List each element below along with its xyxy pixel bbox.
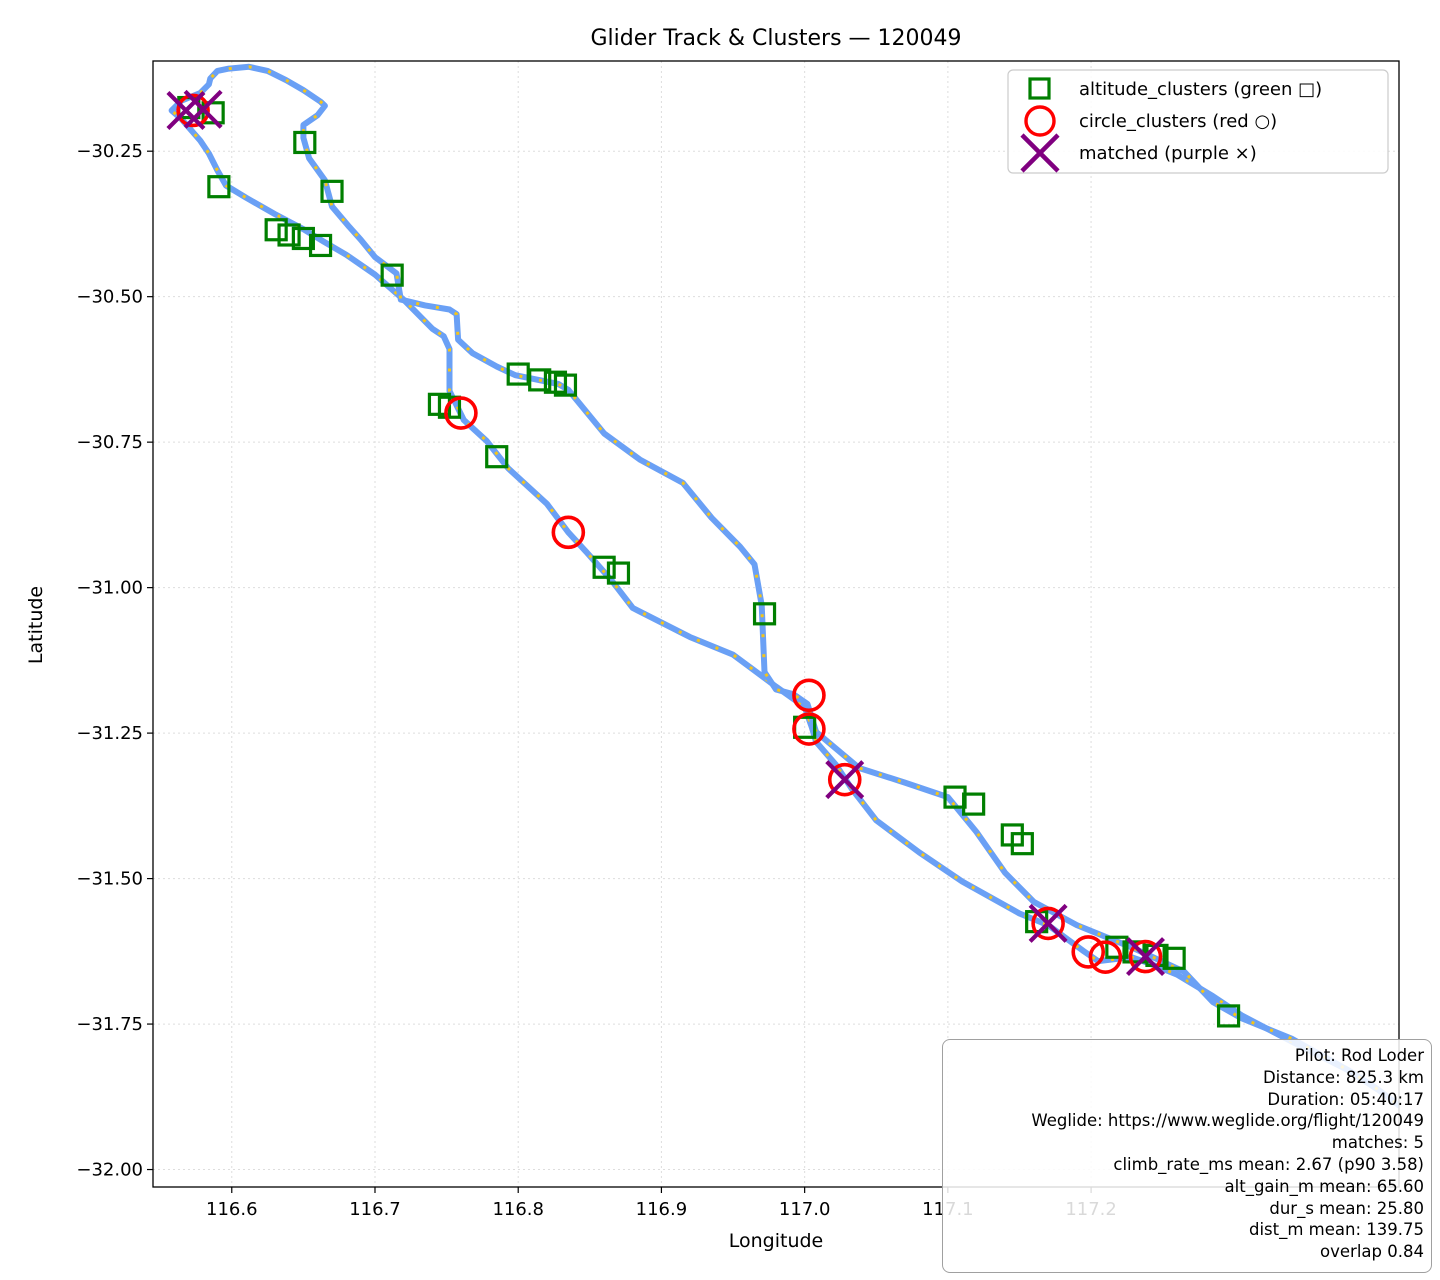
altitude-cluster-marker: [962, 792, 986, 816]
circle-cluster-marker: [176, 93, 210, 128]
altitude-cluster-marker: [592, 555, 616, 579]
duration-mean-text: dur_s mean: 25.80: [1269, 1198, 1424, 1218]
altitude-cluster-marker: [207, 175, 231, 199]
pilot-text: Pilot: Rod Loder: [1294, 1046, 1424, 1065]
altitude-cluster-marker: [752, 602, 777, 626]
altitude-cluster-marker: [606, 561, 631, 585]
altitude-cluster-marker: [308, 233, 333, 258]
alt-gain-text: alt_gain_m mean: 65.60: [1224, 1176, 1424, 1196]
climb-rate-text: climb_rate_ms mean: 2.67 (p90 3.58): [1113, 1154, 1424, 1174]
distance-mean-text: dist_m mean: 139.75: [1248, 1220, 1424, 1240]
matched-marker: [1028, 903, 1068, 943]
overlap-text: overlap 0.84: [1320, 1242, 1424, 1262]
circle-cluster-marker: [1128, 939, 1163, 974]
y-axis-label: Latitude: [25, 586, 47, 664]
y-tick-label: −31.50: [76, 869, 143, 890]
circle-cluster-marker: [792, 712, 826, 746]
distance-text: Distance: 825.3 km: [1262, 1067, 1424, 1087]
circle-cluster-marker: [1031, 906, 1065, 941]
chart-title: Glider Track & Clusters — 120049: [590, 26, 961, 51]
y-axis: −30.25 −30.50 −30.75 −31.00 −31.25 −31.50 −31.…: [76, 141, 153, 1181]
x-tick-label: 116.8: [492, 1199, 544, 1220]
x-tick-label: 116.7: [349, 1199, 401, 1220]
weglide-text: Weglide: https://www.weglide.org/flight/…: [1031, 1111, 1424, 1131]
y-tick-label: −30.75: [76, 432, 143, 453]
legend-x-marker: [1020, 133, 1060, 173]
y-tick-label: −32.00: [76, 1160, 143, 1181]
altitude-cluster-marker: [1122, 940, 1146, 964]
matched-marker: [166, 90, 206, 130]
y-tick-label: −30.50: [76, 287, 143, 308]
matched-marker: [183, 89, 223, 129]
altitude-cluster-marker: [485, 445, 509, 469]
altitude-cluster-marker: [528, 368, 552, 392]
matched-layer: [166, 89, 1165, 977]
x-axis-label: Longitude: [729, 1230, 824, 1252]
legend-entry-circle-clusters: circle_clusters (red ○): [1024, 105, 1277, 137]
x-tick-label: 116.9: [636, 1199, 688, 1220]
matches-text: matches: 5: [1331, 1133, 1424, 1153]
y-tick-label: −30.25: [76, 141, 143, 162]
legend-label: altitude_clusters (green □): [1079, 79, 1322, 100]
altitude-cluster-marker: [277, 223, 301, 247]
x-tick-label: 116.6: [206, 1199, 258, 1220]
altitude-cluster-marker: [380, 263, 404, 287]
altitude-cluster-marker: [1105, 935, 1129, 959]
x-tick-label: 117.0: [779, 1199, 831, 1220]
altitude-cluster-marker: [291, 226, 315, 251]
circle-cluster-marker: [792, 678, 826, 713]
altitude-cluster-marker: [553, 373, 578, 397]
circle-cluster-marker: [444, 396, 478, 430]
altitude-cluster-marker: [1010, 832, 1034, 856]
altitude-cluster-marker: [320, 179, 344, 203]
matched-marker: [825, 760, 865, 800]
circle-cluster-marker: [1088, 940, 1123, 974]
legend-entry-matched: matched (purple ×): [1020, 133, 1257, 173]
circle-cluster-marker: [1071, 935, 1106, 969]
track-fix-markers: [169, 65, 1379, 1091]
legend-frame: [1007, 69, 1389, 174]
y-tick-label: −31.75: [76, 1014, 143, 1035]
legend-label: matched (purple ×): [1079, 143, 1257, 164]
plot-frame: [152, 60, 1400, 1188]
matched-marker: [1126, 937, 1165, 977]
flight-info-box: Pilot: Rod Loder Distance: 825.3 km Dura…: [942, 1039, 1432, 1273]
altitude-cluster-marker: [1162, 946, 1186, 970]
y-tick-label: −31.00: [76, 578, 143, 599]
legend: altitude_clusters (green □) circle_clust…: [1007, 69, 1389, 174]
circle-cluster-marker: [827, 762, 862, 797]
y-tick-label: −31.25: [76, 723, 143, 744]
altitude-cluster-marker: [264, 218, 288, 242]
circle-cluster-marker: [551, 515, 586, 550]
legend-label: circle_clusters (red ○): [1079, 111, 1277, 132]
altitude-cluster-marker: [201, 101, 225, 125]
altitude-cluster-marker: [293, 130, 317, 155]
legend-square-marker: [1028, 77, 1051, 100]
altitude-cluster-marker: [1216, 1004, 1241, 1028]
legend-entry-altitude-clusters: altitude_clusters (green □): [1028, 77, 1322, 100]
circle-clusters-layer: [176, 93, 1163, 974]
duration-text: Duration: 05:40:17: [1267, 1089, 1424, 1109]
altitude-cluster-marker: [437, 395, 462, 419]
legend-circle-marker: [1024, 105, 1056, 137]
altitude-clusters-layer: [177, 95, 1241, 1028]
